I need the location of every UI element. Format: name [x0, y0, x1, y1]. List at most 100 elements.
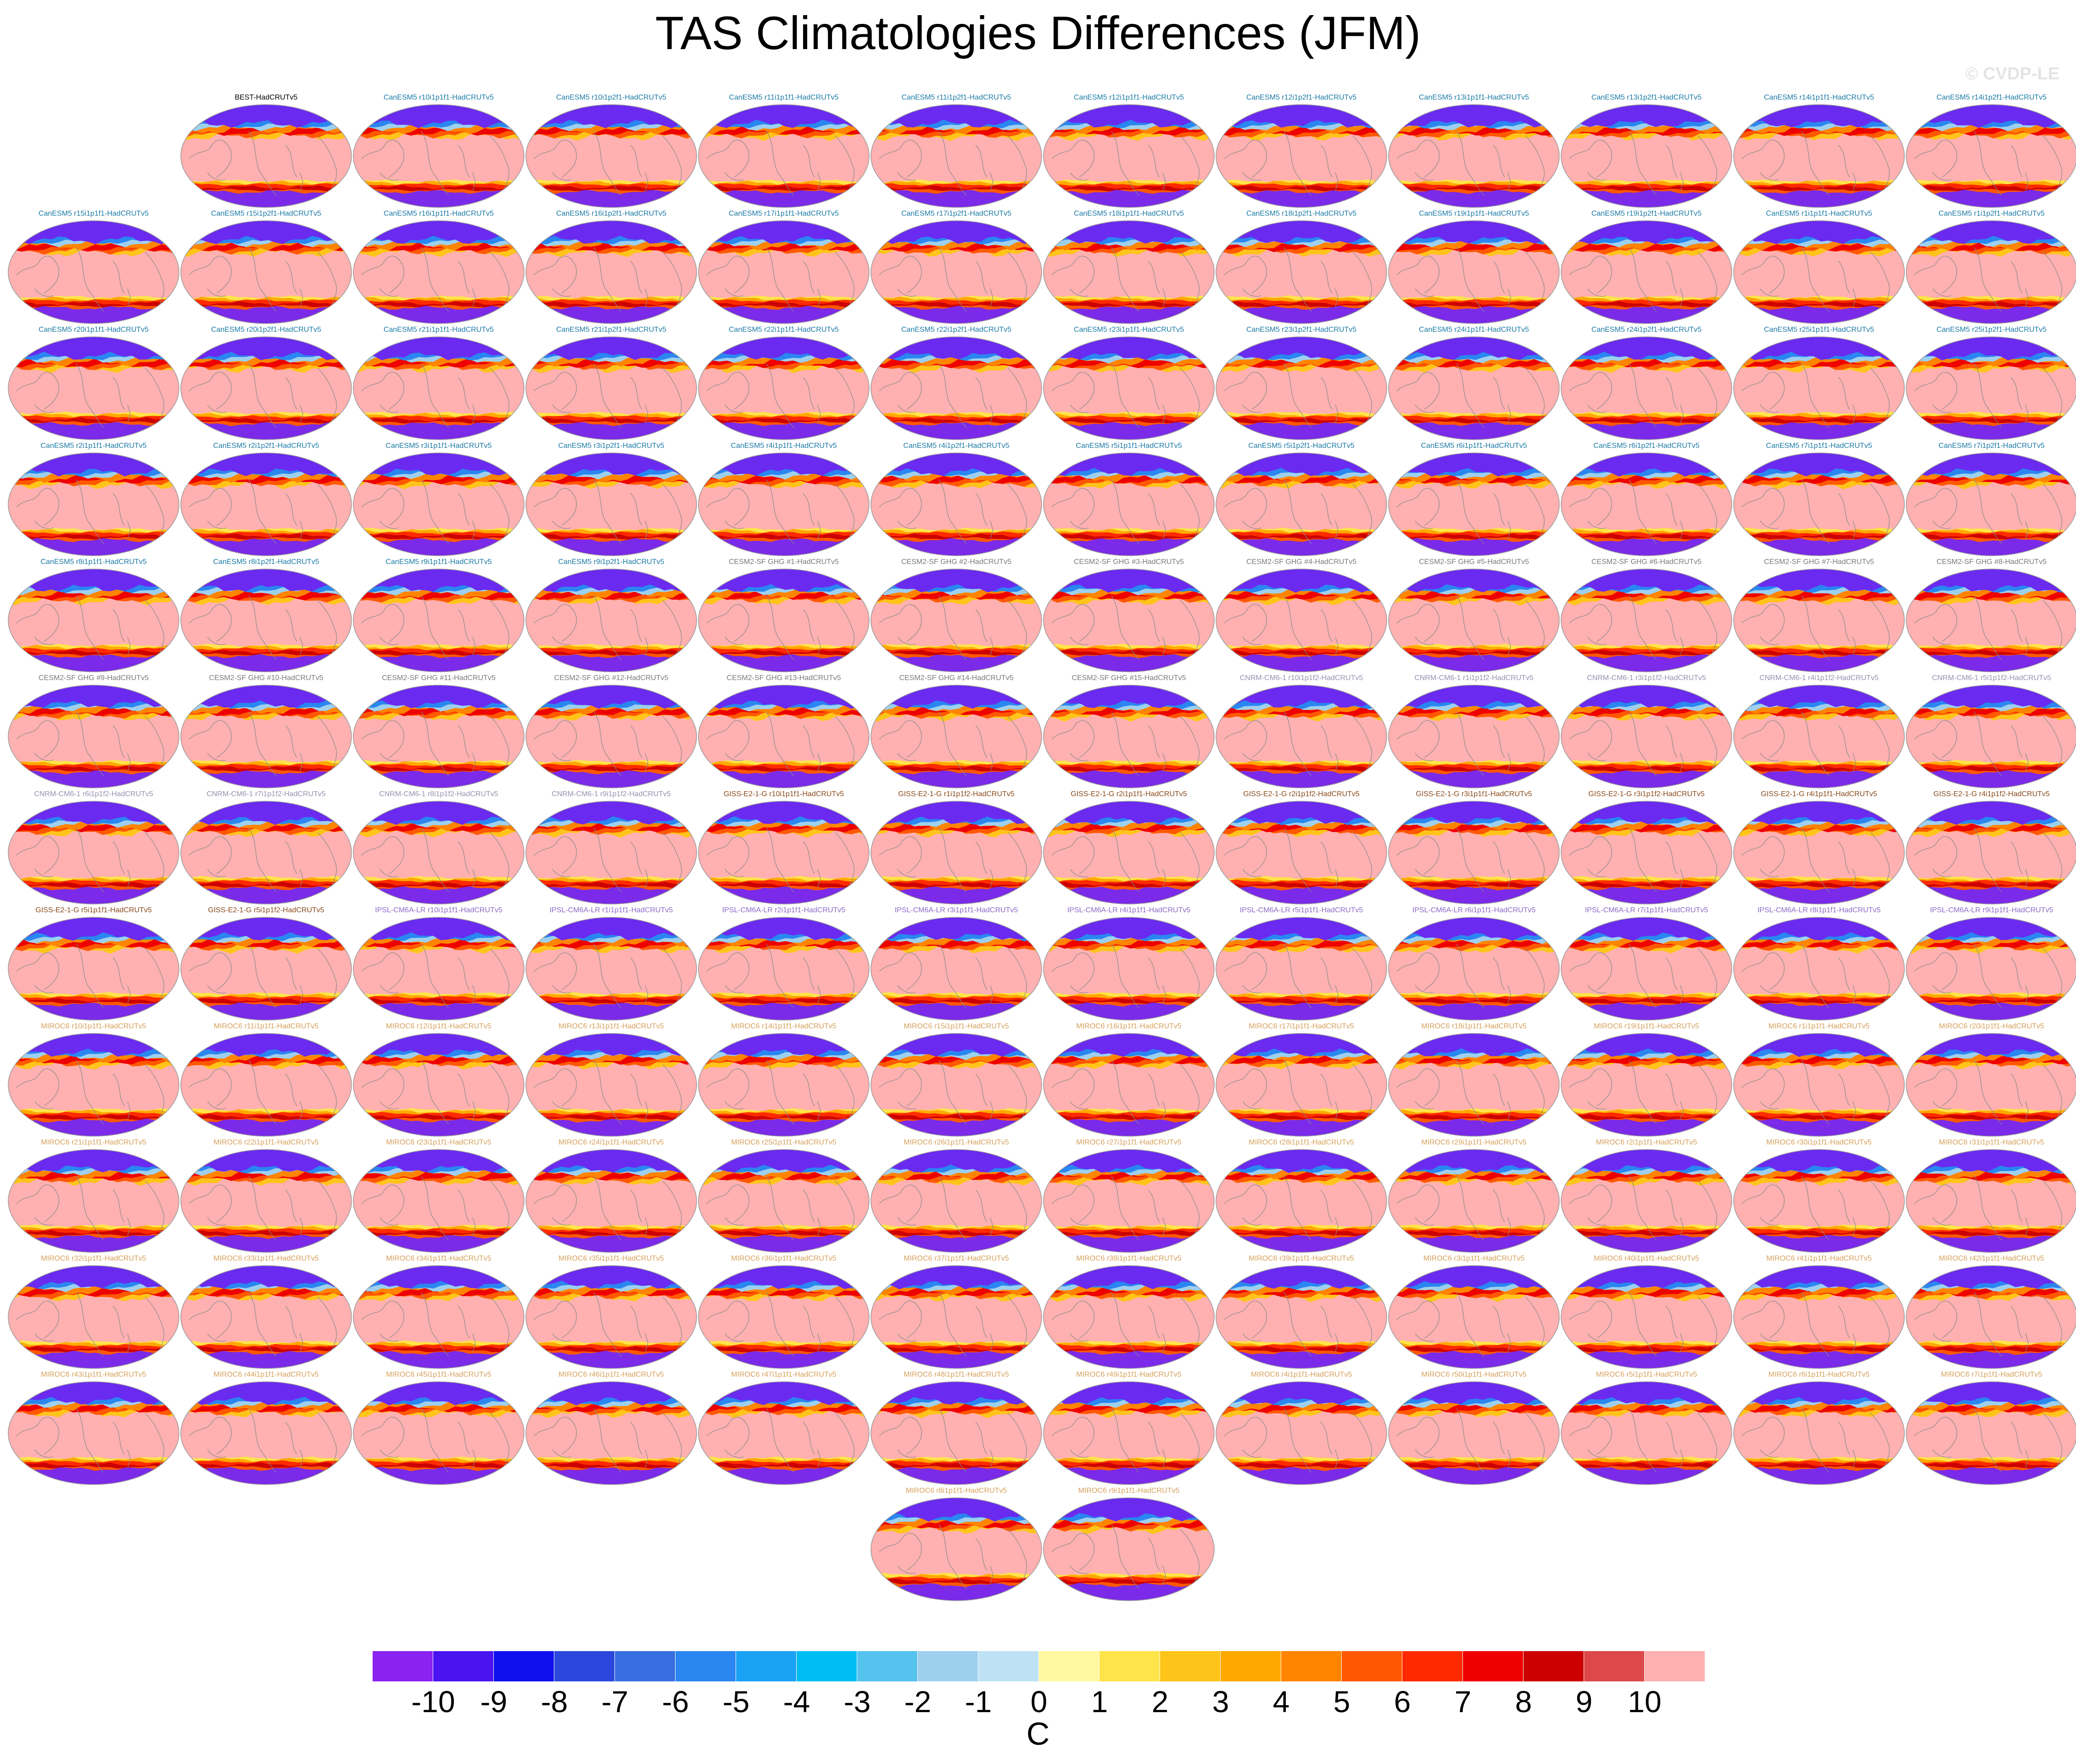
panel-title: MIROC6 r16i1p1f1-HadCRUTv5 [1076, 1022, 1182, 1030]
map-panel: CESM2-SF GHG #15-HadCRUTv5 [1043, 674, 1215, 791]
map-panel: CNRM-CM6-1 r1i1p1f2-HadCRUTv5 [1388, 674, 1560, 791]
map-field [1906, 917, 2076, 1021]
map-panel: GISS-E2-1-G r4i1p1f2-HadCRUTv5 [1905, 790, 2076, 907]
panel-title: GISS-E2-1-G r2i1p1f1-HadCRUTv5 [1071, 790, 1187, 798]
panel-title: CanESM5 r20i1p2f1-HadCRUTv5 [211, 326, 322, 334]
panel-title: MIROC6 r22i1p1f1-HadCRUTv5 [213, 1139, 319, 1146]
panel-title: CESM2-SF GHG #15-HadCRUTv5 [1071, 674, 1186, 682]
map-panel: CanESM5 r8i1p2f1-HadCRUTv5 [180, 558, 352, 675]
map-field [180, 104, 352, 208]
panel-title: CanESM5 r3i1p1f1-HadCRUTv5 [385, 442, 492, 450]
panel-title: MIROC6 r11i1p1f1-HadCRUTv5 [213, 1022, 319, 1030]
colorbar-tick-label: -6 [662, 1685, 689, 1719]
map-panel: CanESM5 r14i1p2f1-HadCRUTv5 [1905, 94, 2076, 211]
panel-title: CNRM-CM6-1 r6i1p1f2-HadCRUTv5 [34, 790, 153, 798]
map-panel: CESM2-SF GHG #14-HadCRUTv5 [870, 674, 1043, 791]
colorbar-tick-label: -1 [965, 1685, 992, 1719]
panel-title: CanESM5 r15i1p2f1-HadCRUTv5 [211, 210, 322, 218]
panel-title: MIROC6 r19i1p1f1-HadCRUTv5 [1594, 1022, 1699, 1030]
panel-title: MIROC6 r38i1p1f1-HadCRUTv5 [1076, 1255, 1182, 1262]
panel-title: CanESM5 r21i1p2f1-HadCRUTv5 [556, 326, 667, 334]
panel-title: IPSL-CM6A-LR r5i1p1f1-HadCRUTv5 [1239, 906, 1363, 914]
map-panel: CESM2-SF GHG #13-HadCRUTv5 [698, 674, 870, 791]
map-field [698, 569, 870, 672]
map-field [525, 1149, 697, 1253]
map-panel: CESM2-SF GHG #2-HadCRUTv5 [870, 558, 1043, 675]
map-field [1561, 452, 1732, 556]
map-panel: CanESM5 r10i1p2f1-HadCRUTv5 [525, 94, 698, 211]
map-field [1733, 336, 1905, 440]
panel-title: CanESM5 r24i1p1f1-HadCRUTv5 [1418, 326, 1529, 334]
map-field [871, 220, 1042, 324]
watermark: © CVDP-LE [1965, 64, 2059, 84]
map-panel: CanESM5 r9i1p1f1-HadCRUTv5 [352, 558, 525, 675]
colorbar-labels: -10 -9 -8 -7 -6 -5 -4 -3 -2 -1 0 1 2 3 4 5 6 7 8 9 10 [373, 1681, 1705, 1723]
map-panel: CESM2-SF GHG #9-HadCRUTv5 [7, 674, 180, 791]
panel-title: CanESM5 r8i1p1f1-HadCRUTv5 [40, 558, 147, 566]
map-panel: CanESM5 r25i1p2f1-HadCRUTv5 [1905, 326, 2076, 443]
colorbar-swatch [1524, 1651, 1584, 1681]
panel-title: CanESM5 r1i1p2f1-HadCRUTv5 [1938, 210, 2045, 218]
map-field [8, 336, 179, 440]
map-field [525, 104, 697, 208]
map-field [8, 801, 179, 904]
panel-title: CanESM5 r16i1p2f1-HadCRUTv5 [556, 210, 667, 218]
panel-title: MIROC6 r24i1p1f1-HadCRUTv5 [558, 1139, 664, 1146]
map-panel: CanESM5 r3i1p2f1-HadCRUTv5 [525, 442, 698, 559]
map-field [871, 917, 1042, 1021]
colorbar-swatch [494, 1651, 554, 1681]
panel-title: MIROC6 r33i1p1f1-HadCRUTv5 [213, 1255, 319, 1262]
map-panel: MIROC6 r36i1p1f1-HadCRUTv5 [698, 1255, 870, 1372]
map-field [1733, 220, 1905, 324]
map-field [1043, 1265, 1215, 1369]
map-field [1906, 336, 2076, 440]
map-panel: CanESM5 r6i1p2f1-HadCRUTv5 [1560, 442, 1733, 559]
colorbar-tick-label: 10 [1628, 1685, 1662, 1719]
panel-title: IPSL-CM6A-LR r7i1p1f1-HadCRUTv5 [1585, 906, 1708, 914]
map-field [1733, 104, 1905, 208]
panel-title: MIROC6 r42i1p1f1-HadCRUTv5 [1939, 1255, 2044, 1262]
panel-title: MIROC6 r31i1p1f1-HadCRUTv5 [1939, 1139, 2044, 1146]
panel-title: CanESM5 r12i1p1f1-HadCRUTv5 [1073, 94, 1184, 101]
map-panel: MIROC6 r41i1p1f1-HadCRUTv5 [1733, 1255, 1905, 1372]
map-field [353, 917, 525, 1021]
panel-title: MIROC6 r15i1p1f1-HadCRUTv5 [904, 1022, 1009, 1030]
map-panel: CanESM5 r25i1p1f1-HadCRUTv5 [1733, 326, 1905, 443]
map-field [353, 220, 525, 324]
panel-title: CanESM5 r7i1p2f1-HadCRUTv5 [1938, 442, 2045, 450]
panel-title: CESM2-SF GHG #13-HadCRUTv5 [726, 674, 841, 682]
map-panel: CanESM5 r17i1p2f1-HadCRUTv5 [870, 210, 1043, 327]
panel-title: CanESM5 r22i1p2f1-HadCRUTv5 [901, 326, 1012, 334]
panel-title: CanESM5 r19i1p1f1-HadCRUTv5 [1418, 210, 1529, 218]
panel-title: CanESM5 r21i1p1f1-HadCRUTv5 [383, 326, 494, 334]
panel-title: MIROC6 r27i1p1f1-HadCRUTv5 [1076, 1139, 1182, 1146]
map-panel: MIROC6 r2i1p1f1-HadCRUTv5 [1560, 1139, 1733, 1256]
panel-title: IPSL-CM6A-LR r9i1p1f1-HadCRUTv5 [1930, 906, 2054, 914]
map-panel: CanESM5 r11i1p1f1-HadCRUTv5 [698, 94, 870, 211]
panel-title: CanESM5 r10i1p1f1-HadCRUTv5 [383, 94, 494, 101]
map-field [1043, 1497, 1215, 1601]
map-panel: MIROC6 r40i1p1f1-HadCRUTv5 [1560, 1255, 1733, 1372]
map-panel: CanESM5 r16i1p2f1-HadCRUTv5 [525, 210, 698, 327]
map-panel: MIROC6 r1i1p1f1-HadCRUTv5 [1733, 1022, 1905, 1139]
map-panel: CanESM5 r12i1p2f1-HadCRUTv5 [1215, 94, 1388, 211]
map-panel: CanESM5 r22i1p1f1-HadCRUTv5 [698, 326, 870, 443]
map-panel: MIROC6 r47i1p1f1-HadCRUTv5 [698, 1371, 870, 1488]
panel-title: CESM2-SF GHG #11-HadCRUTv5 [382, 674, 496, 682]
map-field [525, 917, 697, 1021]
map-panel: MIROC6 r46i1p1f1-HadCRUTv5 [525, 1371, 698, 1488]
map-field [1043, 1381, 1215, 1485]
map-field [1733, 1381, 1905, 1485]
panel-title: MIROC6 r10i1p1f1-HadCRUTv5 [41, 1022, 146, 1030]
colorbar-tick-label: 7 [1454, 1685, 1472, 1719]
map-field [1043, 336, 1215, 440]
map-field [1388, 452, 1560, 556]
map-field [1561, 569, 1732, 672]
panel-title: GISS-E2-1-G r4i1p1f2-HadCRUTv5 [1933, 790, 2050, 798]
map-panel: MIROC6 r44i1p1f1-HadCRUTv5 [180, 1371, 352, 1488]
map-field [1216, 1265, 1387, 1369]
panel-title: GISS-E2-1-G r1i1p1f2-HadCRUTv5 [898, 790, 1015, 798]
panel-title: CanESM5 r13i1p2f1-HadCRUTv5 [1591, 94, 1702, 101]
map-field [698, 1033, 870, 1137]
